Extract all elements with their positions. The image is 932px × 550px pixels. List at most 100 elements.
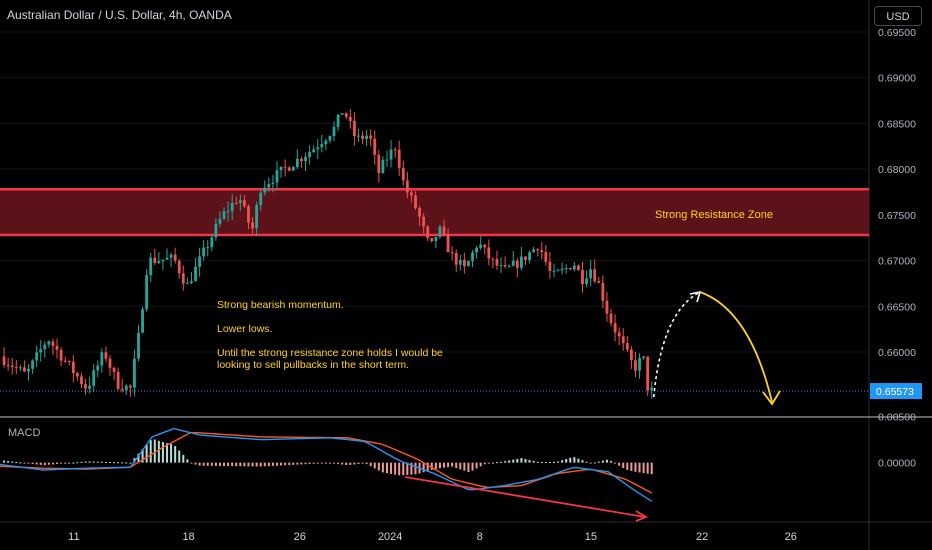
macd-histogram-bar [353,462,356,465]
candle-body [572,265,576,270]
macd-histogram-bar [373,462,376,469]
candle-body [104,352,108,359]
time-tick-label: 2024 [378,531,402,543]
macd-histogram-bar [157,440,160,463]
candle-body [638,357,641,371]
macd-histogram-bar [365,462,368,465]
macd-histogram-bar [634,462,637,472]
candle-body [593,269,597,282]
macd-histogram-bar [650,462,653,475]
macd-histogram-bar [227,462,230,467]
macd-indicator-label[interactable]: MACD [8,427,41,439]
candle-body [515,260,519,268]
candle-body [247,206,250,223]
currency-button[interactable]: USD [874,6,922,26]
time-tick-label: 8 [477,531,483,543]
note-lower-lows: Lower lows. [217,323,273,335]
macd-histogram-bar [60,462,63,464]
candle-body [18,367,22,369]
macd-histogram-bar [328,462,331,464]
macd-histogram-bar [72,462,75,464]
candle-body [92,370,96,386]
macd-histogram-bar [540,461,543,463]
price-tick-label: 0.66500 [878,301,916,313]
candle-body [556,270,560,272]
macd-histogram-bar [182,454,185,463]
macd-histogram-bar [259,462,262,467]
macd-histogram-bar [638,462,641,473]
macd-histogram-bar [31,462,34,464]
candle-body [222,211,226,219]
macd-histogram-bar [271,462,274,466]
macd-histogram-bar [369,462,372,467]
macd-histogram-bar [255,462,258,467]
macd-histogram-bar [214,462,217,466]
candle-body [47,341,51,345]
macd-histogram-bar [35,462,38,465]
macd-histogram-bar [137,453,140,463]
macd-histogram-bar [581,460,584,463]
candle-body [540,250,544,253]
candle-body [27,368,30,372]
macd-histogram-bar [304,462,307,465]
note-sell-pullbacks-2: looking to sell pullbacks in the short t… [217,359,410,371]
candle-body [6,364,10,366]
candle-body [483,244,487,248]
candle-body [344,113,348,117]
macd-histogram-bar [141,449,144,463]
macd-histogram-bar [471,462,474,471]
candle-body [75,373,79,377]
candle-body [35,352,39,361]
candle-body [157,261,161,263]
macd-histogram-bar [231,462,234,467]
candle-body [291,167,295,171]
candle-body [385,159,389,161]
candle-body [401,167,405,181]
time-tick-label: 15 [585,531,597,543]
candle-body [352,120,356,137]
candle-body [629,349,633,361]
symbol-title: Australian Dollar / U.S. Dollar, 4h, OAN… [7,8,232,22]
macd-histogram-bar [593,462,596,464]
price-tick-label: 0.68500 [878,118,916,130]
macd-histogram-bar [504,461,507,463]
macd-histogram-bar [548,461,551,463]
candle-body [120,388,124,391]
candle-body [275,170,279,183]
candle-body [634,360,637,371]
candle-body [283,166,287,168]
macd-histogram-bar [15,461,18,463]
macd-histogram-bar [532,460,535,463]
macd-histogram-bar [235,462,238,467]
candle-body [426,226,430,239]
macd-histogram-bar [434,462,437,469]
macd-histogram-bar [597,461,600,463]
macd-histogram-bar [463,462,466,471]
macd-histogram-bar [500,461,503,463]
candle-body [532,249,536,253]
candle-body [251,222,254,229]
candle-body [405,180,409,193]
macd-histogram-bar [206,462,209,466]
candle-body [621,336,625,344]
price-tick-label: 0.68000 [878,164,916,176]
candle-body [194,266,197,282]
candle-body [597,281,601,283]
candle-body [108,358,112,368]
macd-histogram-bar [610,460,613,463]
macd-histogram-bar [23,462,26,464]
candle-body [605,300,609,314]
candle-body [181,273,185,284]
macd-histogram-bar [557,461,560,463]
macd-histogram-bar [357,462,360,465]
candle-body [336,114,340,127]
candle-body [96,365,100,371]
candle-body [169,254,173,258]
candle-body [642,356,646,358]
note-bearish-momentum: Strong bearish momentum. [217,299,344,311]
macd-histogram-bar [145,444,148,463]
candle-body [295,158,299,168]
candle-body [190,281,193,283]
macd-histogram-bar [68,462,71,464]
